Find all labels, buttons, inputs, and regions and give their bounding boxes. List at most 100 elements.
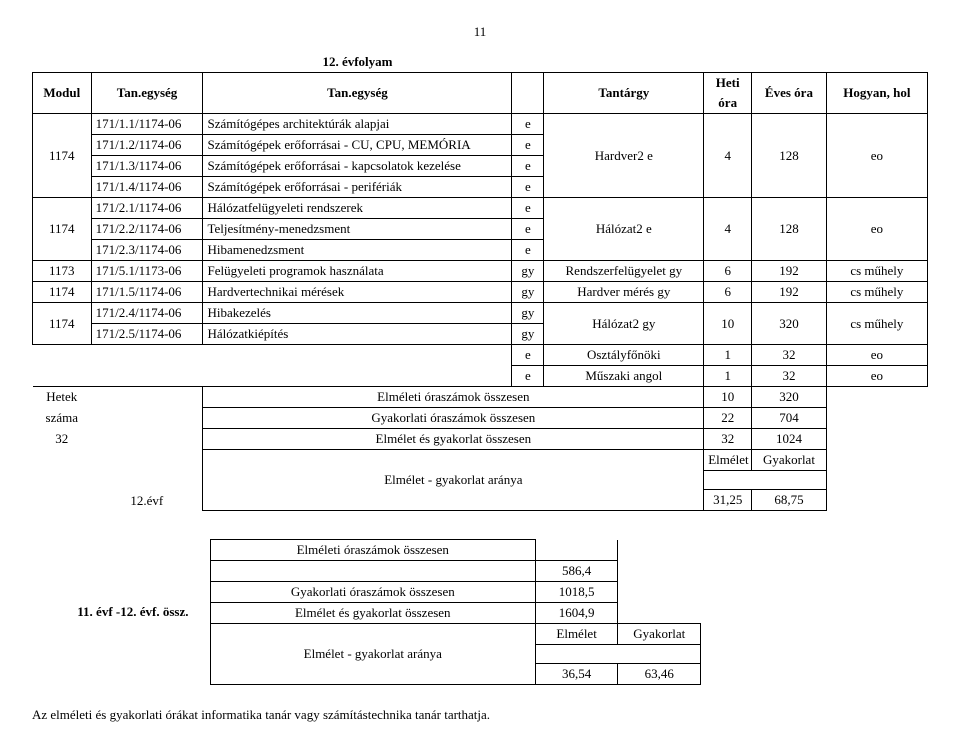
eves-cell: 320 [752,303,827,345]
eves-cell: 32 [752,345,827,366]
heti-cell: 10 [704,303,752,345]
modul-cell: 1174 [33,282,92,303]
hdr-tanegyseg2: Tan.egység [203,73,512,114]
tantargy-cell: Hálózat2 e [544,198,704,261]
summary-val: 22 [704,408,752,429]
summary2-label: Elméleti óraszámok összesen [210,540,535,561]
kind-cell: gy [512,261,544,282]
summary2-val: 1604,9 [535,603,618,624]
code-cell: 171/5.1/1173-06 [91,261,203,282]
left-label: 32 [33,429,92,450]
eves-cell: 32 [752,366,827,387]
year-label: 12.évf [91,387,203,511]
table-row: 1173 171/5.1/1173-06 Felügyeleti program… [33,261,928,282]
kind-cell: e [512,366,544,387]
modul-cell: 1174 [33,114,92,198]
hogyan-cell: cs műhely [826,261,927,282]
summary-val: 1024 [752,429,827,450]
hdr-tantargy: Tantárgy [544,73,704,114]
summary-row: Hetek 12.évf Elméleti óraszámok összesen… [33,387,928,408]
summary2-val: 1018,5 [535,582,618,603]
summary2-left-label: 11. évf -12. évf. össz. [56,540,210,685]
left-label: száma [33,408,92,429]
hogyan-cell: eo [826,366,927,387]
hdr-modul: Modul [33,73,92,114]
summary2-label: Elmélet és gyakorlat összesen [210,603,535,624]
desc-cell: Számítógépek erőforrásai - perifériák [203,177,512,198]
summary2-val: 586,4 [535,561,618,582]
hogyan-cell: eo [826,114,927,198]
hogyan-cell: eo [826,345,927,366]
table-row: 1174 171/2.1/1174-06 Hálózatfelügyeleti … [33,198,928,219]
eves-cell: 192 [752,261,827,282]
heti-cell: 6 [704,282,752,303]
summary-label: Elméleti óraszámok összesen [203,387,704,408]
code-cell: 171/1.4/1174-06 [91,177,203,198]
kind-cell: e [512,114,544,135]
hogyan-cell: eo [826,198,927,261]
desc-cell: Hardvertechnikai mérések [203,282,512,303]
ratio-header: Gyakorlat [752,450,827,471]
desc-cell: Számítógépes architektúrák alapjai [203,114,512,135]
tantargy-cell: Rendszerfelügyelet gy [544,261,704,282]
kind-cell: gy [512,282,544,303]
hogyan-cell: cs műhely [826,282,927,303]
hdr-tanegyseg1: Tan.egység [91,73,203,114]
summary2-ratio-val: 63,46 [618,664,701,685]
summary2-ratio-header: Gyakorlat [618,624,701,645]
kind-cell: gy [512,324,544,345]
desc-cell: Hibakezelés [203,303,512,324]
ratio-header: Elmélet [704,450,752,471]
kind-cell: e [512,345,544,366]
summary-val: 704 [752,408,827,429]
desc-cell: Hálózatfelügyeleti rendszerek [203,198,512,219]
summary-val: 10 [704,387,752,408]
eves-cell: 128 [752,114,827,198]
heti-cell: 4 [704,114,752,198]
hdr-ora: óra [704,93,752,114]
heti-cell: 4 [704,198,752,261]
eves-cell: 192 [752,282,827,303]
code-cell: 171/1.5/1174-06 [91,282,203,303]
eves-cell: 128 [752,198,827,261]
ratio-label: Elmélet - gyakorlat aránya [203,450,704,511]
table-row: 1174 171/1.1/1174-06 Számítógépes archit… [33,114,928,135]
code-cell: 171/2.3/1174-06 [91,240,203,261]
desc-cell: Számítógépek erőforrásai - CU, CPU, MEMÓ… [203,135,512,156]
code-cell: 171/1.2/1174-06 [91,135,203,156]
table-row: 1174 171/1.5/1174-06 Hardvertechnikai mé… [33,282,928,303]
desc-cell: Hálózatkiépítés [203,324,512,345]
modul-cell: 1174 [33,198,92,261]
desc-cell: Teljesítmény-menedzsment [203,219,512,240]
code-cell: 171/2.5/1174-06 [91,324,203,345]
heti-cell: 1 [704,366,752,387]
hogyan-cell: cs műhely [826,303,927,345]
hdr-hogyan: Hogyan, hol [826,73,927,114]
ratio-val: 31,25 [704,490,752,511]
kind-cell: e [512,156,544,177]
summary-label: Elmélet és gyakorlat összesen [203,429,704,450]
table-row: e Műszaki angol 1 32 eo [33,366,928,387]
page-number: 11 [32,24,928,40]
heti-cell: 1 [704,345,752,366]
hdr-heti: Heti [704,73,752,94]
summary2-ratio-val: 36,54 [535,664,618,685]
tantargy-cell: Hardver2 e [544,114,704,198]
kind-cell: e [512,219,544,240]
code-cell: 171/2.2/1174-06 [91,219,203,240]
summary-val: 320 [752,387,827,408]
desc-cell: Hibamenedzsment [203,240,512,261]
table-title: 12. évfolyam [203,52,512,73]
desc-cell: Számítógépek erőforrásai - kapcsolatok k… [203,156,512,177]
hdr-evesora: Éves óra [752,73,827,114]
table-row: e Osztályfőnöki 1 32 eo [33,345,928,366]
tantargy-cell: Hálózat2 gy [544,303,704,345]
modul-cell: 1173 [33,261,92,282]
summary2-ratio-header: Elmélet [535,624,618,645]
code-cell: 171/2.1/1174-06 [91,198,203,219]
summary2-ratio-label: Elmélet - gyakorlat aránya [210,624,535,685]
tantargy-cell: Hardver mérés gy [544,282,704,303]
kind-cell: e [512,135,544,156]
desc-cell: Felügyeleti programok használata [203,261,512,282]
kind-cell: e [512,177,544,198]
